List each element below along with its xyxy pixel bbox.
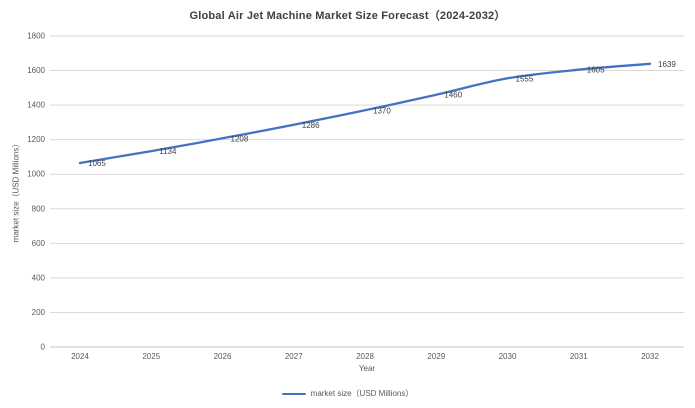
y-tick-label: 400 (32, 273, 46, 282)
x-tick-label: 2032 (641, 352, 659, 361)
y-tick-label: 800 (32, 204, 46, 213)
legend-line-swatch-icon (281, 392, 306, 395)
data-label: 1639 (658, 60, 676, 69)
data-label: 1134 (159, 147, 177, 156)
data-label: 1208 (231, 134, 249, 143)
x-tick-label: 2028 (356, 352, 374, 361)
data-label: 1065 (88, 159, 106, 168)
x-tick-label: 2029 (427, 352, 445, 361)
x-tick-label: 2031 (570, 352, 588, 361)
x-axis-title: Year (358, 364, 376, 373)
x-tick-label: 2024 (71, 352, 89, 361)
x-tick-label: 2027 (285, 352, 303, 361)
x-tick-label: 2030 (499, 352, 517, 361)
y-tick-label: 1600 (27, 66, 45, 75)
data-label: 1286 (302, 121, 320, 130)
data-label: 1555 (516, 74, 534, 83)
y-tick-label: 1800 (27, 32, 45, 41)
y-tick-label: 1400 (27, 101, 45, 110)
y-tick-label: 200 (32, 308, 46, 317)
data-label: 1370 (373, 106, 391, 115)
y-tick-label: 0 (41, 343, 46, 352)
series-line (78, 62, 652, 165)
x-tick-label: 2026 (214, 352, 232, 361)
y-tick-label: 1000 (27, 170, 45, 179)
y-tick-label: 600 (32, 239, 46, 248)
data-label: 1605 (587, 66, 605, 75)
y-tick-label: 1200 (27, 135, 45, 144)
x-tick-label: 2025 (142, 352, 160, 361)
chart-title: Global Air Jet Machine Market Size Forec… (189, 10, 506, 22)
legend: market size（USD Millions） (0, 388, 695, 399)
legend-series-label: market size（USD Millions） (310, 389, 414, 398)
data-label: 1460 (444, 91, 462, 100)
